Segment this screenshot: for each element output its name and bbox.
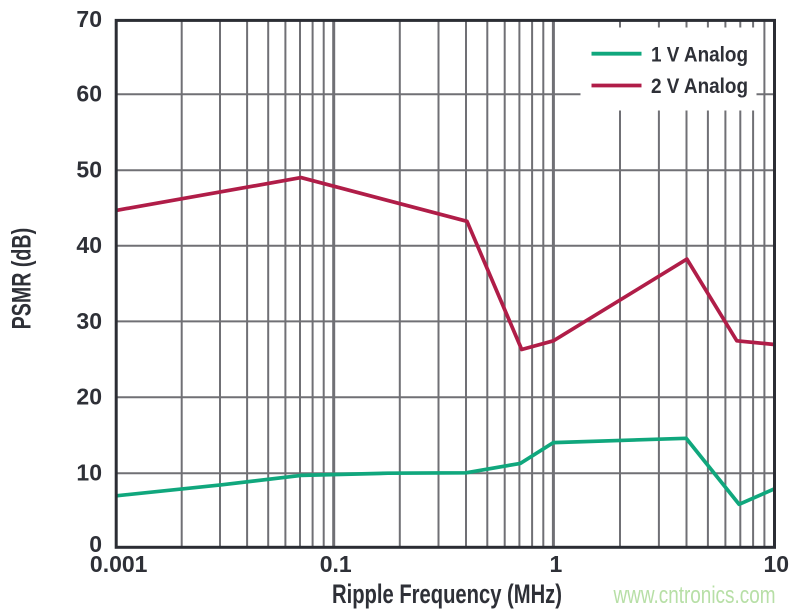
svg-text:2 V Analog: 2 V Analog <box>651 74 748 98</box>
svg-text:1 V Analog: 1 V Analog <box>651 42 748 66</box>
svg-text:0.1: 0.1 <box>320 551 352 577</box>
svg-text:0: 0 <box>89 531 102 557</box>
svg-text:40: 40 <box>76 232 102 258</box>
svg-text:www.cntronics.com: www.cntronics.com <box>613 582 776 609</box>
svg-text:50: 50 <box>76 157 102 183</box>
svg-text:20: 20 <box>76 384 102 410</box>
svg-text:0.001: 0.001 <box>90 551 148 577</box>
svg-text:60: 60 <box>76 81 102 107</box>
svg-text:70: 70 <box>76 6 102 32</box>
svg-text:10: 10 <box>76 460 102 486</box>
svg-text:10: 10 <box>764 551 790 577</box>
svg-text:30: 30 <box>76 308 102 334</box>
svg-text:Ripple Frequency (MHz): Ripple Frequency (MHz) <box>332 579 562 609</box>
svg-text:1: 1 <box>550 551 563 577</box>
svg-text:PSMR (dB): PSMR (dB) <box>7 228 37 330</box>
